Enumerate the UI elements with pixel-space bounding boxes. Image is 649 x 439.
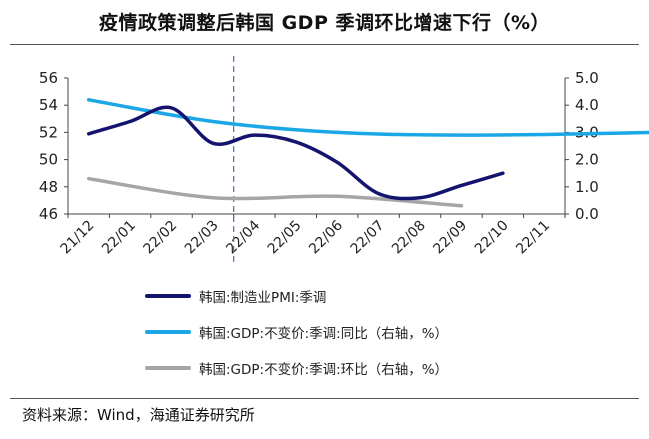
left-y-tick-label: 52	[39, 123, 58, 141]
legend-swatch-pmi	[145, 294, 191, 298]
gdp-qoq-line	[86, 176, 464, 208]
left-y-tick-label: 46	[39, 205, 58, 223]
x-tick-label: 22/08	[389, 218, 429, 258]
x-tick-label: 22/03	[182, 218, 222, 258]
legend-swatch-gdp-yoy	[145, 330, 191, 334]
x-tick-label: 22/10	[472, 218, 512, 258]
left-y-tick-label: 48	[39, 178, 58, 196]
left-y-tick-label: 54	[39, 96, 58, 114]
right-y-ticks: 0.01.02.03.04.05.0	[565, 69, 599, 223]
x-tick-label: 22/01	[99, 218, 139, 258]
x-tick-label: 21/12	[58, 218, 98, 258]
x-ticks: 21/12 22/01 22/02 22/03 22/04 22/05 22/06 22/07…	[58, 214, 566, 258]
legend-label-pmi: 韩国:制造业PMI:季调	[199, 290, 327, 306]
right-y-tick-label: 1.0	[575, 178, 599, 196]
legend-swatch-gdp-qoq	[145, 366, 191, 370]
left-y-tick-label: 50	[39, 151, 58, 169]
footer-rule	[10, 398, 639, 399]
legend-item-gdp-qoq: 韩国:GDP:不变价:季调:环比（右轴，%）	[145, 356, 448, 380]
x-tick-label: 22/09	[430, 218, 470, 258]
legend-item-gdp-yoy: 韩国:GDP:不变价:季调:同比（右轴，%）	[145, 320, 448, 344]
x-tick-label: 22/02	[141, 218, 181, 258]
source-note: 资料来源：Wind，海通证券研究所	[22, 406, 255, 424]
legend-label-gdp-yoy: 韩国:GDP:不变价:季调:同比（右轴，%）	[199, 326, 449, 342]
left-y-ticks: 46 48 50 52 54 56	[39, 69, 68, 223]
gdp-yoy-line	[86, 98, 649, 137]
right-y-tick-label: 4.0	[575, 96, 599, 114]
x-tick-label: 22/05	[265, 218, 305, 258]
right-y-tick-label: 2.0	[575, 151, 599, 169]
x-tick-label: 22/07	[348, 218, 388, 258]
x-tick-label: 22/11	[513, 218, 553, 258]
left-y-tick-label: 56	[39, 69, 58, 87]
legend-label-gdp-qoq: 韩国:GDP:不变价:季调:环比（右轴，%）	[199, 362, 449, 378]
x-tick-label: 22/06	[306, 217, 346, 257]
pmi-line	[86, 105, 505, 201]
right-y-tick-label: 0.0	[575, 205, 599, 223]
title-rule	[10, 44, 639, 45]
legend-item-pmi: 韩国:制造业PMI:季调	[145, 284, 326, 308]
right-y-tick-label: 5.0	[575, 69, 599, 87]
x-tick-label: 22/04	[223, 217, 263, 257]
chart-title: 疫情政策调整后韩国 GDP 季调环比增速下行（%）	[98, 12, 551, 34]
